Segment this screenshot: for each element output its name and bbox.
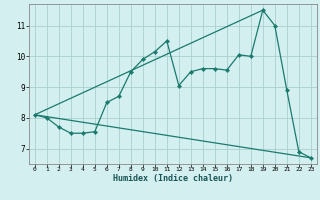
X-axis label: Humidex (Indice chaleur): Humidex (Indice chaleur)	[113, 174, 233, 183]
